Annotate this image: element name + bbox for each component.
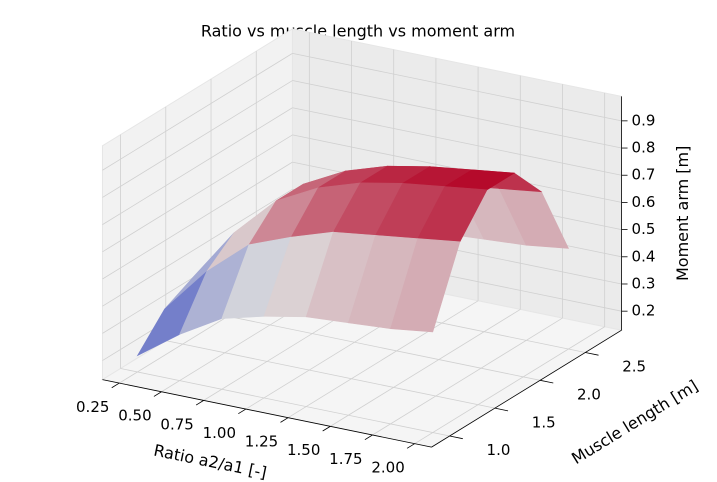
x-tick-label: 1.00 [203,424,236,442]
grid-line [292,52,622,122]
grid-line [414,326,605,444]
z-tick-label: 0.7 [632,166,656,184]
tick-mark [494,407,509,412]
chart-title: Ratio vs muscle length vs moment arm [201,22,515,41]
x-tick-label: 2.00 [371,459,404,477]
grid-line [330,309,521,427]
grid-line [102,188,293,307]
z-tick-label: 0.2 [632,302,656,320]
x-tick-label: 1.50 [287,441,320,459]
tick-mark [322,426,331,432]
z-tick-label: 0.9 [632,111,656,129]
tick-mark [153,391,162,397]
y-tick-label: 2.5 [622,358,646,376]
y-tick-label: 2.0 [577,386,601,404]
x-tick-label: 0.75 [160,415,193,433]
grid-line [210,312,541,381]
x-tick-label: 1.75 [329,450,362,468]
tick-mark [280,417,289,423]
tick-mark [585,352,599,356]
z-tick-label: 0.5 [632,220,656,238]
grid-line [120,368,450,437]
grid-line [292,80,622,149]
surface-patch [390,238,461,333]
tick-mark [449,435,463,440]
axis-line [102,379,432,448]
tick-mark [195,400,204,406]
grid-line [102,107,293,225]
tick-mark [406,443,415,449]
grid-line [102,134,293,253]
axis-line [431,329,622,448]
grid-line [102,161,293,280]
grid-line [102,53,293,171]
z-axis-label: Moment arm [m] [673,146,692,281]
grid-line [292,107,622,176]
x-tick-label: 0.25 [76,398,109,416]
z-tick-label: 0.6 [632,193,656,211]
grid-line [287,300,479,419]
y-tick-label: 1.0 [487,441,511,459]
y-tick-label: 1.5 [532,413,556,431]
grid-line [372,317,563,436]
tick-mark [540,379,554,384]
z-tick-label: 0.4 [632,247,656,265]
tick-mark [111,382,120,389]
tick-mark [364,434,373,441]
z-tick-label: 0.3 [632,274,656,292]
tick-mark [238,408,247,415]
grid-line [165,340,495,409]
x-tick-label: 0.50 [118,407,151,425]
z-tick-label: 0.8 [632,139,656,157]
grid-line [102,80,293,198]
x-tick-label: 1.25 [245,433,278,451]
